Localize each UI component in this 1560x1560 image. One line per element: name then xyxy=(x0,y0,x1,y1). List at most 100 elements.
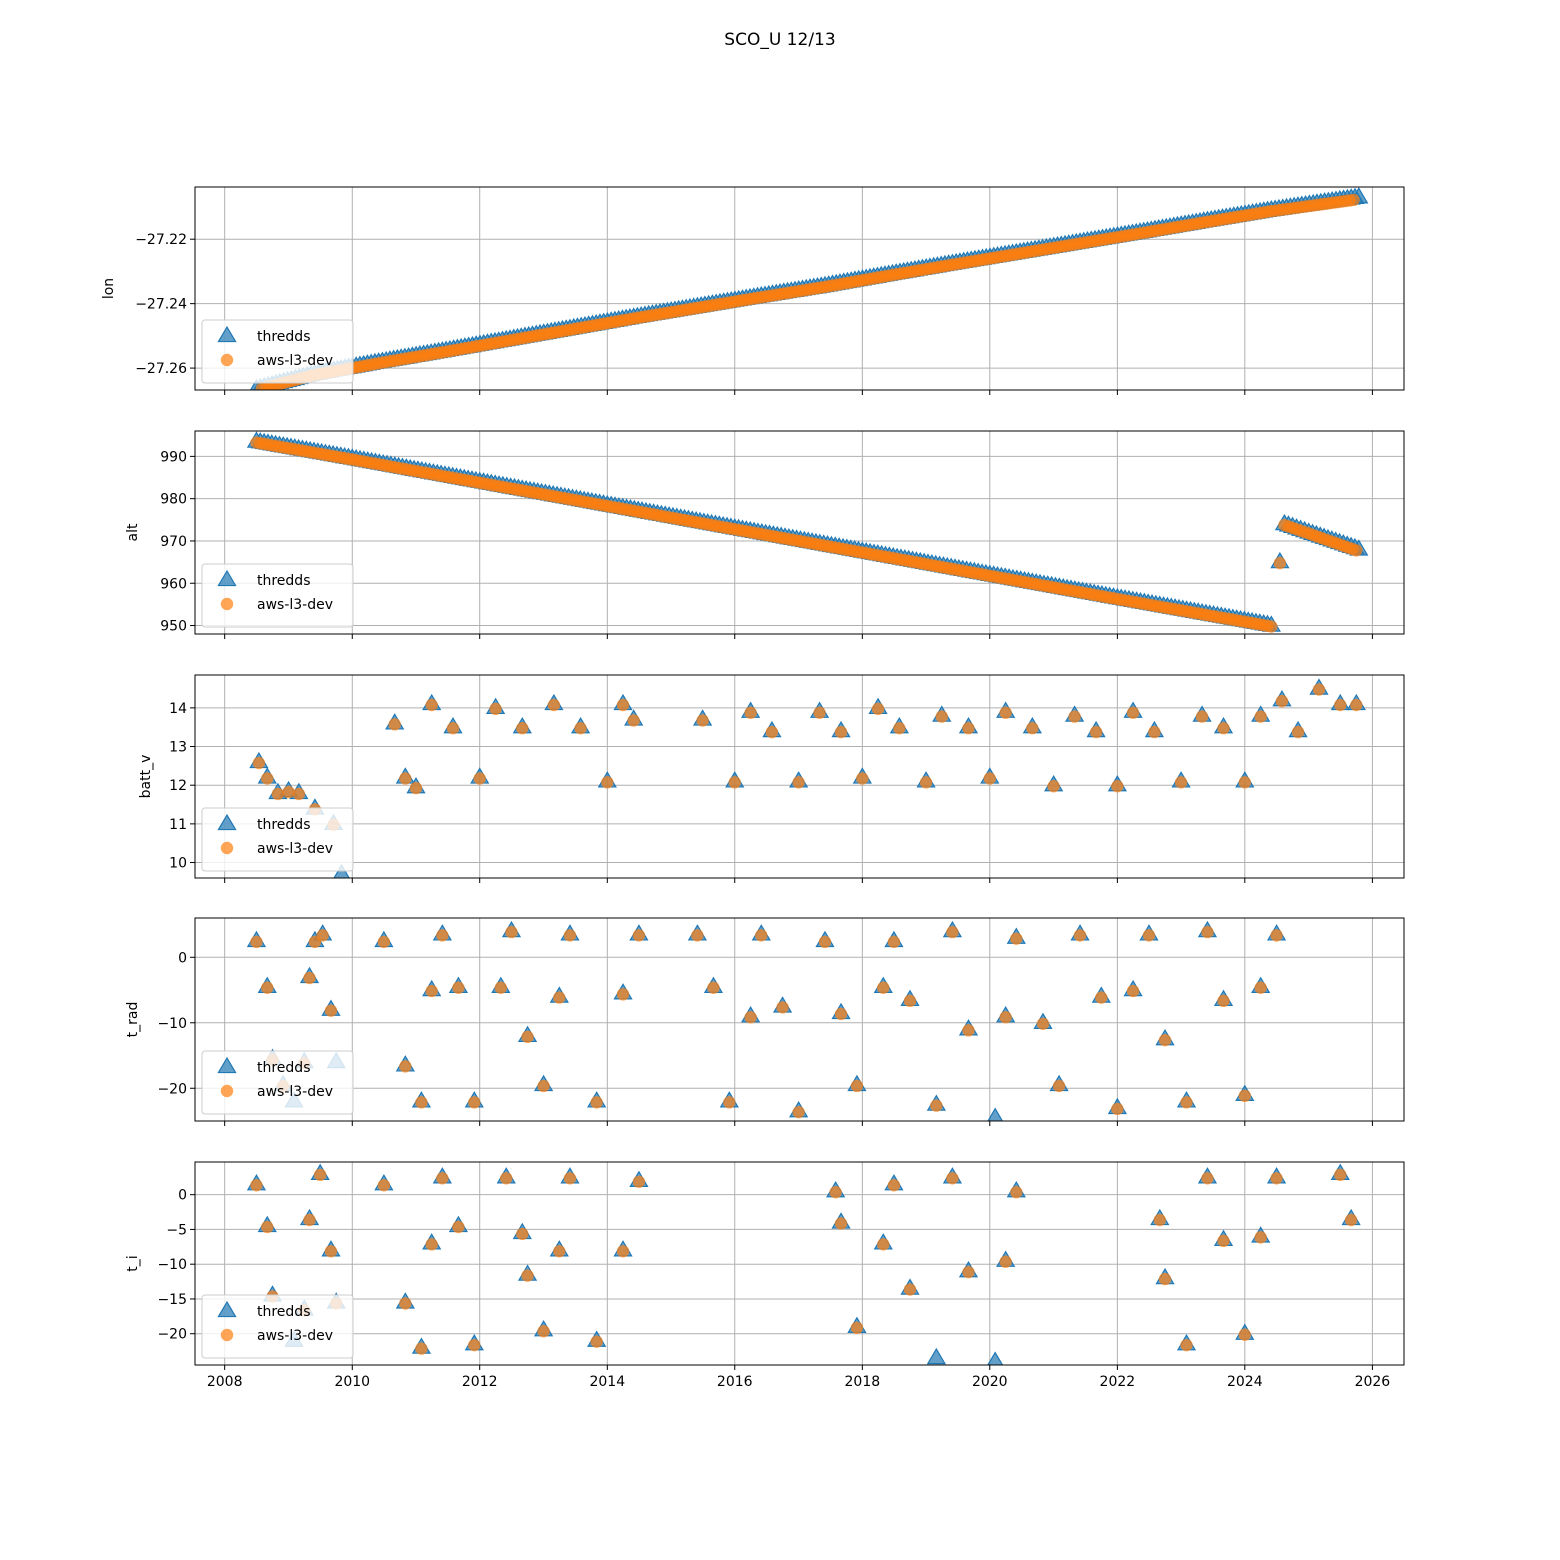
data-point xyxy=(1350,698,1363,712)
data-point xyxy=(1089,725,1103,739)
data-point xyxy=(468,1096,481,1109)
data-point xyxy=(946,1172,959,1185)
data-point xyxy=(1217,722,1230,735)
y-tick-label: −20 xyxy=(157,1327,187,1343)
legend-label-thredds: thredds xyxy=(257,573,311,589)
data-point xyxy=(962,722,975,735)
legend-marker-aws-l3-dev xyxy=(220,1328,234,1342)
data-point xyxy=(813,706,826,719)
data-point xyxy=(1010,932,1023,945)
y-axis-label: alt xyxy=(125,523,141,541)
data-point xyxy=(1238,1328,1252,1341)
panels: −27.22−27.24−27.26lonthreddsaws-l3-dev99… xyxy=(101,186,1405,1390)
data-point xyxy=(590,1096,603,1109)
legend-box xyxy=(201,807,354,872)
legend: thredds aws-l3-dev xyxy=(201,807,354,872)
data-point xyxy=(452,981,465,994)
y-tick-label: 12 xyxy=(169,778,187,794)
data-point xyxy=(292,787,306,801)
series-aws-l3-dev xyxy=(252,683,1363,832)
data-point xyxy=(1158,1033,1172,1047)
data-point xyxy=(425,1238,438,1251)
data-point xyxy=(723,1096,736,1109)
panel-data xyxy=(246,431,1369,633)
data-point xyxy=(590,1335,603,1348)
data-point xyxy=(962,1024,975,1037)
data-point xyxy=(601,776,614,789)
data-point xyxy=(415,1096,428,1109)
y-axis-label: batt_v xyxy=(138,755,154,799)
data-point xyxy=(962,1265,975,1279)
data-point xyxy=(1068,710,1081,723)
data-point xyxy=(1111,1102,1124,1116)
x-tick-label: 2022 xyxy=(1100,1374,1136,1390)
data-point xyxy=(415,1342,428,1355)
data-point xyxy=(1217,994,1230,1008)
data-point xyxy=(313,1168,327,1182)
data-point xyxy=(627,714,640,727)
data-point xyxy=(616,698,630,712)
y-tick-label: −15 xyxy=(157,1292,187,1308)
legend-box xyxy=(201,1294,354,1359)
data-point xyxy=(1201,925,1214,939)
x-tick-label: 2024 xyxy=(1227,1374,1263,1390)
legend-marker-aws-l3-dev xyxy=(220,1084,234,1098)
data-point xyxy=(1270,929,1283,942)
data-point xyxy=(1174,776,1188,789)
data-point xyxy=(776,1001,789,1014)
data-point xyxy=(1180,1096,1193,1109)
data-point xyxy=(521,1269,534,1282)
y-tick-label: 950 xyxy=(160,619,187,635)
data-point xyxy=(1126,706,1140,719)
data-point xyxy=(919,776,933,789)
x-tick-label: 2018 xyxy=(845,1374,881,1390)
legend: thredds aws-l3-dev xyxy=(201,1294,354,1359)
x-tick-label: 2014 xyxy=(589,1374,625,1390)
data-point xyxy=(1334,698,1347,712)
data-point xyxy=(1270,1172,1283,1185)
x-tick-label: 2012 xyxy=(462,1374,498,1390)
series-thredds xyxy=(246,431,1369,632)
data-point xyxy=(903,994,917,1008)
data-point xyxy=(563,929,577,942)
series-thredds xyxy=(249,678,1366,878)
axes-frame xyxy=(194,674,1405,879)
x-tick-label: 2026 xyxy=(1355,1374,1391,1390)
data-point xyxy=(436,1172,449,1185)
x-tick-label: 2010 xyxy=(334,1374,370,1390)
legend: thredds aws-l3-dev xyxy=(201,319,354,384)
data-point xyxy=(489,702,502,716)
legend-label-aws-l3-dev: aws-l3-dev xyxy=(257,597,333,613)
data-point xyxy=(1126,984,1140,998)
series-aws-l3-dev xyxy=(250,436,1363,633)
data-point xyxy=(792,776,805,789)
data-point xyxy=(261,981,274,994)
data-point xyxy=(271,787,285,801)
data-point xyxy=(516,1227,529,1241)
data-point xyxy=(1344,1213,1358,1227)
data-point xyxy=(388,718,401,731)
data-point xyxy=(537,1079,550,1093)
data-point xyxy=(250,1179,263,1192)
data-point xyxy=(377,935,391,949)
data-point xyxy=(691,929,704,942)
data-point xyxy=(473,772,486,785)
data-point xyxy=(1142,929,1156,942)
data-point xyxy=(696,714,709,727)
data-point xyxy=(516,722,529,735)
axes-frame xyxy=(194,430,1405,635)
data-point xyxy=(446,722,460,735)
data-point xyxy=(834,725,848,739)
y-tick-label: −20 xyxy=(157,1081,187,1097)
data-point xyxy=(856,772,869,785)
y-tick-label: 990 xyxy=(160,449,187,465)
data-point xyxy=(935,710,948,723)
data-point xyxy=(1273,556,1287,570)
data-point xyxy=(1158,1272,1172,1286)
data-point xyxy=(1026,722,1039,735)
data-point xyxy=(1217,1234,1230,1248)
data-point xyxy=(1238,776,1252,789)
data-point xyxy=(1254,1231,1267,1244)
